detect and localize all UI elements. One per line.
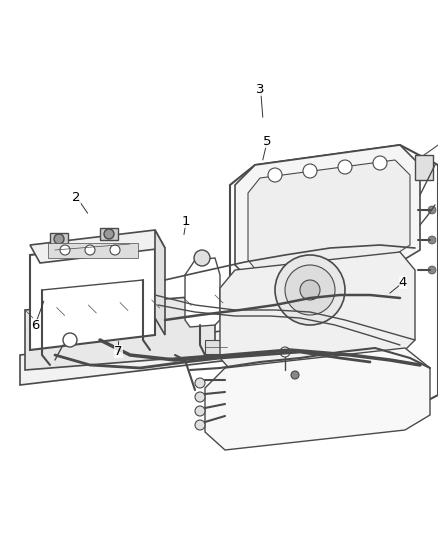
Circle shape [303, 164, 317, 178]
Text: 4: 4 [399, 276, 407, 289]
Bar [100, 228, 118, 240]
Circle shape [428, 236, 436, 244]
Polygon shape [30, 240, 155, 350]
Circle shape [268, 168, 282, 182]
Polygon shape [248, 160, 410, 275]
Circle shape [373, 156, 387, 170]
Circle shape [85, 245, 95, 255]
Circle shape [60, 245, 70, 255]
Text: 7: 7 [114, 345, 123, 358]
Text: 2: 2 [72, 191, 81, 204]
Bar [205, 340, 227, 354]
Circle shape [104, 229, 114, 239]
Circle shape [338, 160, 352, 174]
Text: 1: 1 [182, 215, 191, 228]
Polygon shape [25, 295, 215, 370]
Circle shape [275, 255, 345, 325]
Circle shape [300, 280, 320, 300]
Polygon shape [185, 258, 220, 327]
Circle shape [291, 371, 299, 379]
Circle shape [195, 420, 205, 430]
Text: 6: 6 [31, 319, 39, 332]
Text: 3: 3 [256, 83, 265, 96]
Circle shape [285, 265, 335, 315]
Circle shape [110, 245, 120, 255]
Polygon shape [20, 330, 438, 390]
Polygon shape [30, 230, 165, 263]
Circle shape [280, 347, 290, 357]
Bar [48, 243, 138, 258]
Polygon shape [235, 145, 420, 285]
Circle shape [63, 333, 77, 347]
Polygon shape [155, 230, 165, 335]
Circle shape [54, 234, 64, 244]
Polygon shape [220, 252, 415, 375]
Circle shape [195, 392, 205, 402]
Circle shape [195, 406, 205, 416]
Polygon shape [205, 348, 430, 450]
Bar [50, 233, 68, 245]
Text: 5: 5 [263, 135, 272, 148]
Bar [415, 155, 433, 180]
Polygon shape [230, 145, 438, 435]
Circle shape [428, 206, 436, 214]
Circle shape [194, 250, 210, 266]
Circle shape [428, 266, 436, 274]
Circle shape [195, 378, 205, 388]
